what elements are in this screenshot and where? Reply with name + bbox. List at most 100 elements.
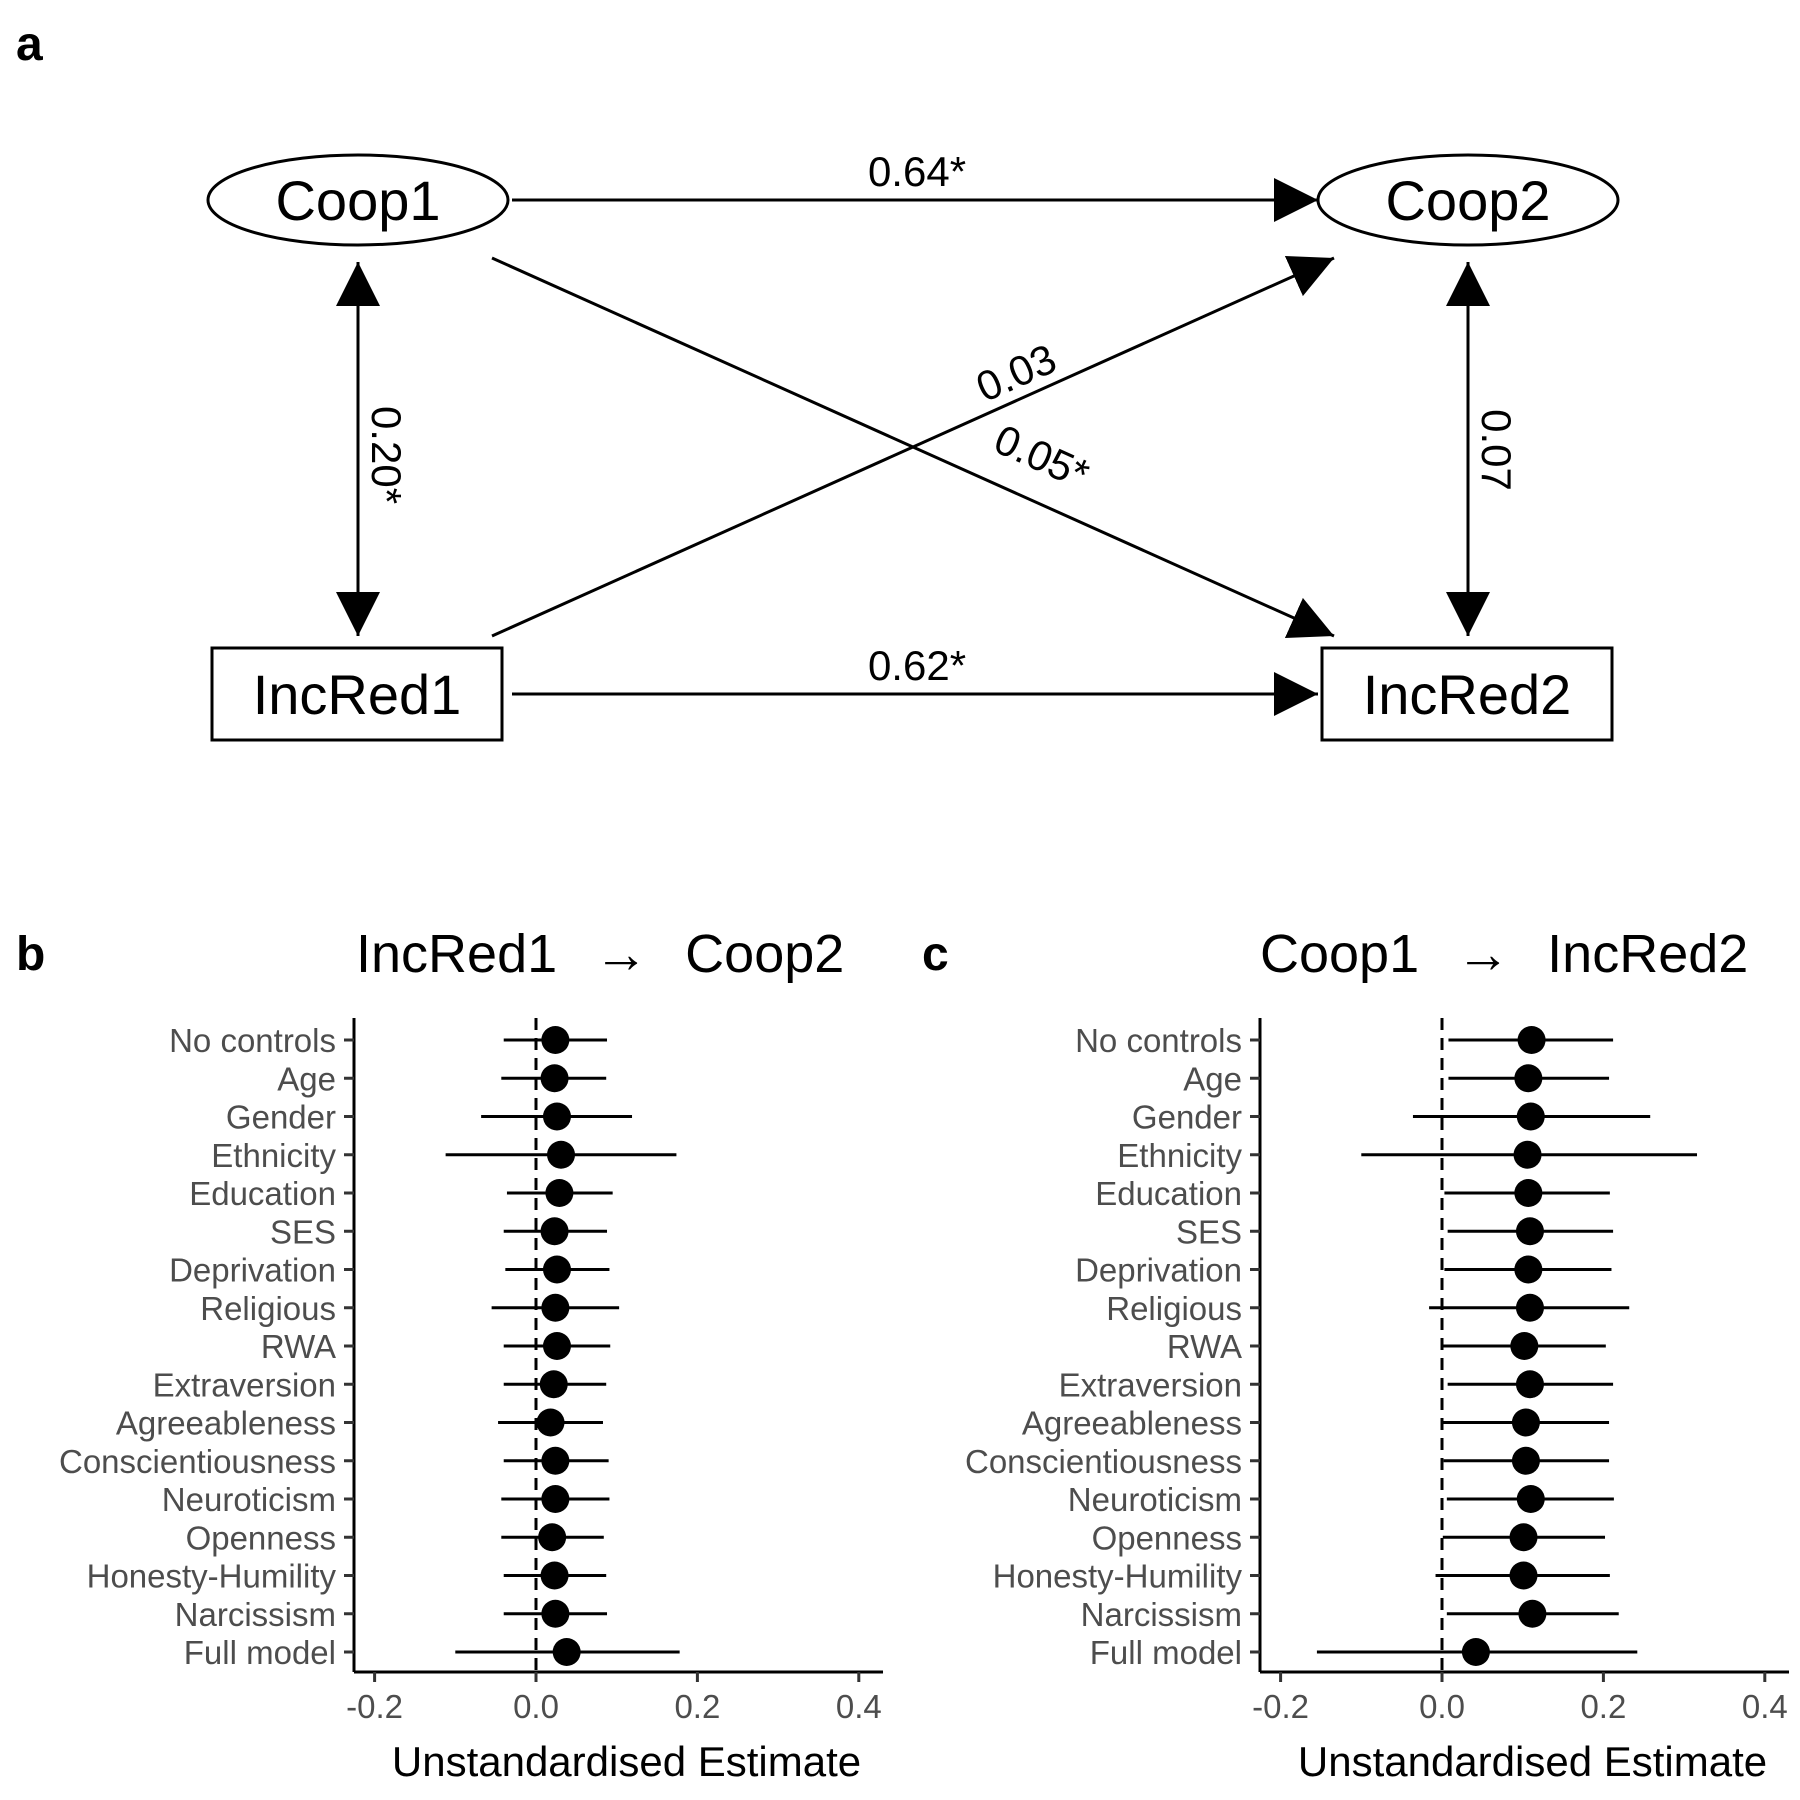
panel-b: b IncRed1 → Coop2 No controlsAgeGenderEt… <box>16 924 884 1785</box>
estimate-point-b <box>541 1293 570 1322</box>
estimate-point-b <box>540 1561 569 1590</box>
category-label-b: Gender <box>226 1099 336 1136</box>
category-label-c: Age <box>1183 1060 1242 1097</box>
panel-letter-c: c <box>922 928 949 981</box>
category-label-b: Age <box>277 1060 336 1097</box>
estimate-point-b <box>552 1638 581 1666</box>
estimate-point-c <box>1509 1561 1538 1590</box>
coef-coop1-incred1: 0.20* <box>363 406 410 504</box>
panel-c-title: Coop1 → IncRed2 <box>1260 924 1748 984</box>
estimate-point-c <box>1517 1026 1546 1054</box>
category-label-b: Full model <box>184 1634 336 1671</box>
category-label-c: RWA <box>1167 1328 1242 1365</box>
estimate-point-b <box>547 1140 576 1169</box>
panel-letter-b: b <box>16 928 45 981</box>
estimate-point-c <box>1515 1370 1544 1399</box>
category-label-b: Narcissism <box>175 1596 336 1633</box>
estimate-point-c <box>1513 1140 1542 1169</box>
panel-b-title-to: Coop2 <box>685 924 844 984</box>
category-label-b: Conscientiousness <box>59 1443 336 1480</box>
category-label-c: SES <box>1176 1213 1242 1250</box>
panel-b-title-arrow: → <box>594 924 648 984</box>
category-label-b: Neuroticism <box>162 1481 336 1518</box>
category-label-b: Honesty-Humility <box>87 1558 337 1595</box>
node-incred1-label: IncRed1 <box>253 663 462 726</box>
estimate-point-b <box>541 1026 570 1054</box>
node-coop2: Coop2 <box>1316 153 1620 247</box>
category-label-b: Education <box>189 1175 336 1212</box>
estimate-point-b <box>542 1332 571 1360</box>
category-label-c: Ethnicity <box>1117 1137 1242 1174</box>
estimate-point-c <box>1514 1255 1543 1284</box>
category-label-b: RWA <box>261 1328 336 1365</box>
category-label-c: Deprivation <box>1075 1252 1242 1289</box>
category-label-b: Agreeableness <box>116 1405 336 1442</box>
category-label-c: Conscientiousness <box>965 1443 1242 1480</box>
estimate-point-c <box>1518 1599 1547 1628</box>
estimate-point-c <box>1515 1293 1544 1322</box>
panel-c: c Coop1 → IncRed2 No controlsAgeGenderEt… <box>922 924 1790 1785</box>
x-axis-title-b: Unstandardised Estimate <box>392 1738 861 1785</box>
panel-letter-a: a <box>16 18 43 71</box>
category-label-c: Narcissism <box>1081 1596 1242 1633</box>
estimate-point-c <box>1516 1485 1545 1513</box>
category-label-c: Full model <box>1090 1634 1242 1671</box>
coef-coop2-incred2: 0.07 <box>1473 409 1520 491</box>
estimate-point-c <box>1515 1217 1544 1246</box>
forest-plot-b: No controlsAgeGenderEthnicityEducationSE… <box>59 1018 884 1785</box>
estimate-point-b <box>539 1370 568 1399</box>
estimate-point-c <box>1514 1179 1543 1207</box>
category-label-c: Openness <box>1092 1519 1242 1556</box>
estimate-point-c <box>1511 1446 1540 1475</box>
x-tick-label-c: 0.0 <box>1419 1688 1465 1725</box>
category-label-b: No controls <box>169 1022 336 1059</box>
estimate-point-b <box>541 1599 570 1628</box>
estimate-point-c <box>1514 1064 1543 1093</box>
x-axis-title-c: Unstandardised Estimate <box>1298 1738 1767 1785</box>
category-label-c: Agreeableness <box>1022 1405 1242 1442</box>
category-label-c: Neuroticism <box>1068 1481 1242 1518</box>
panel-c-title-arrow: → <box>1456 924 1510 984</box>
node-coop2-label: Coop2 <box>1385 169 1550 232</box>
estimate-point-b <box>538 1523 567 1552</box>
estimate-point-c <box>1516 1102 1545 1131</box>
category-label-b: Deprivation <box>169 1252 336 1289</box>
category-label-b: Openness <box>186 1519 336 1556</box>
x-tick-label-b: 0.2 <box>674 1688 720 1725</box>
node-incred1: IncRed1 <box>210 646 504 742</box>
estimate-point-b <box>540 1217 569 1246</box>
coef-coop1-incred2: 0.05* <box>988 415 1097 498</box>
x-tick-label-b: 0.0 <box>513 1688 559 1725</box>
category-label-c: Religious <box>1106 1290 1242 1327</box>
estimate-point-b <box>541 1485 570 1513</box>
x-tick-label-b: 0.4 <box>836 1688 882 1725</box>
node-coop1: Coop1 <box>206 153 510 247</box>
panel-a: a Coop1 Coop2 IncRed1 IncRed2 0.64* 0.62… <box>16 18 1620 742</box>
category-label-c: Honesty-Humility <box>993 1558 1243 1595</box>
estimate-point-c <box>1461 1638 1490 1666</box>
estimate-point-b <box>540 1064 569 1093</box>
estimate-point-c <box>1511 1408 1540 1437</box>
x-tick-label-c: 0.4 <box>1742 1688 1788 1725</box>
coef-coop1-coop2: 0.64* <box>868 148 966 195</box>
category-label-c: No controls <box>1075 1022 1242 1059</box>
estimate-point-c <box>1510 1332 1539 1360</box>
category-label-b: Religious <box>200 1290 336 1327</box>
coef-incred1-incred2: 0.62* <box>868 642 966 689</box>
category-label-c: Gender <box>1132 1099 1242 1136</box>
estimate-point-b <box>541 1446 570 1475</box>
node-coop1-label: Coop1 <box>275 169 440 232</box>
estimate-point-b <box>545 1179 574 1207</box>
node-incred2: IncRed2 <box>1320 646 1614 742</box>
category-label-b: Ethnicity <box>211 1137 336 1174</box>
x-tick-label-c: 0.2 <box>1580 1688 1626 1725</box>
node-incred2-label: IncRed2 <box>1363 663 1572 726</box>
panel-b-title: IncRed1 → Coop2 <box>356 924 844 984</box>
panel-c-title-to: IncRed2 <box>1547 924 1748 984</box>
panel-c-title-from: Coop1 <box>1260 924 1419 984</box>
panel-b-title-from: IncRed1 <box>356 924 557 984</box>
estimate-point-c <box>1509 1523 1538 1552</box>
path-coop1-incred2 <box>491 256 1335 639</box>
category-label-c: Extraversion <box>1059 1366 1242 1403</box>
